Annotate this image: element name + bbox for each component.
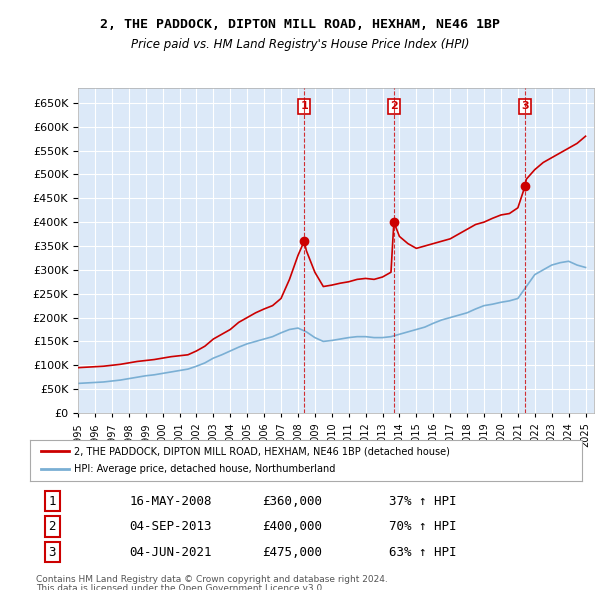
Text: 3: 3 <box>49 546 56 559</box>
Text: 2, THE PADDOCK, DIPTON MILL ROAD, HEXHAM, NE46 1BP (detached house): 2, THE PADDOCK, DIPTON MILL ROAD, HEXHAM… <box>74 446 450 456</box>
Text: HPI: Average price, detached house, Northumberland: HPI: Average price, detached house, Nort… <box>74 464 335 474</box>
Text: £475,000: £475,000 <box>262 546 322 559</box>
Text: Contains HM Land Registry data © Crown copyright and database right 2024.: Contains HM Land Registry data © Crown c… <box>36 575 388 584</box>
Text: 2: 2 <box>49 520 56 533</box>
Text: This data is licensed under the Open Government Licence v3.0.: This data is licensed under the Open Gov… <box>36 584 325 590</box>
Text: 04-SEP-2013: 04-SEP-2013 <box>130 520 212 533</box>
Text: 1: 1 <box>301 101 308 112</box>
Text: 16-MAY-2008: 16-MAY-2008 <box>130 494 212 507</box>
Text: 1: 1 <box>49 494 56 507</box>
Text: £400,000: £400,000 <box>262 520 322 533</box>
Text: £360,000: £360,000 <box>262 494 322 507</box>
Text: 04-JUN-2021: 04-JUN-2021 <box>130 546 212 559</box>
Text: 70% ↑ HPI: 70% ↑ HPI <box>389 520 457 533</box>
Text: 63% ↑ HPI: 63% ↑ HPI <box>389 546 457 559</box>
Text: 2: 2 <box>390 101 398 112</box>
Text: 37% ↑ HPI: 37% ↑ HPI <box>389 494 457 507</box>
Text: Price paid vs. HM Land Registry's House Price Index (HPI): Price paid vs. HM Land Registry's House … <box>131 38 469 51</box>
Text: 3: 3 <box>521 101 529 112</box>
Text: 2, THE PADDOCK, DIPTON MILL ROAD, HEXHAM, NE46 1BP: 2, THE PADDOCK, DIPTON MILL ROAD, HEXHAM… <box>100 18 500 31</box>
